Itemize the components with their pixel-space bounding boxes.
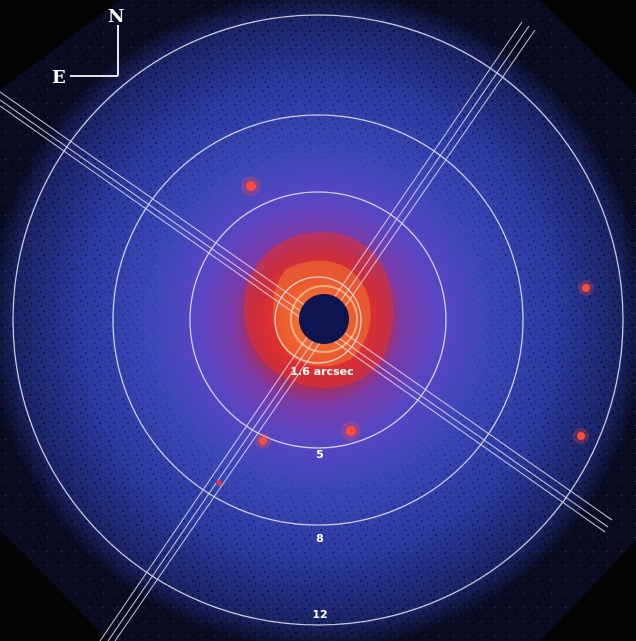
ring-8-arcsec (112, 114, 524, 526)
compass-rose (70, 25, 119, 77)
ring-5-arcsec (189, 191, 447, 449)
point-source (216, 480, 222, 486)
ring-label-1-6-arcsec: 1.6 arcsec (290, 365, 353, 378)
ring-label-12: 12 (312, 608, 327, 621)
compass-north-label: N (108, 6, 124, 27)
ring-label-5: 5 (316, 448, 324, 461)
point-source (582, 284, 590, 292)
compass-east-label: E (52, 67, 66, 88)
aperture-rings (12, 14, 624, 626)
point-source (259, 437, 267, 445)
point-sources (216, 176, 594, 486)
ring-label-8: 8 (316, 532, 324, 545)
point-source (577, 432, 585, 440)
ring-12-arcsec (12, 14, 624, 626)
point-source (246, 181, 256, 191)
point-source (346, 426, 356, 436)
occulter-rim (290, 285, 358, 353)
ring-1-6-arcsec (274, 276, 362, 364)
occulting-spot (299, 294, 349, 344)
